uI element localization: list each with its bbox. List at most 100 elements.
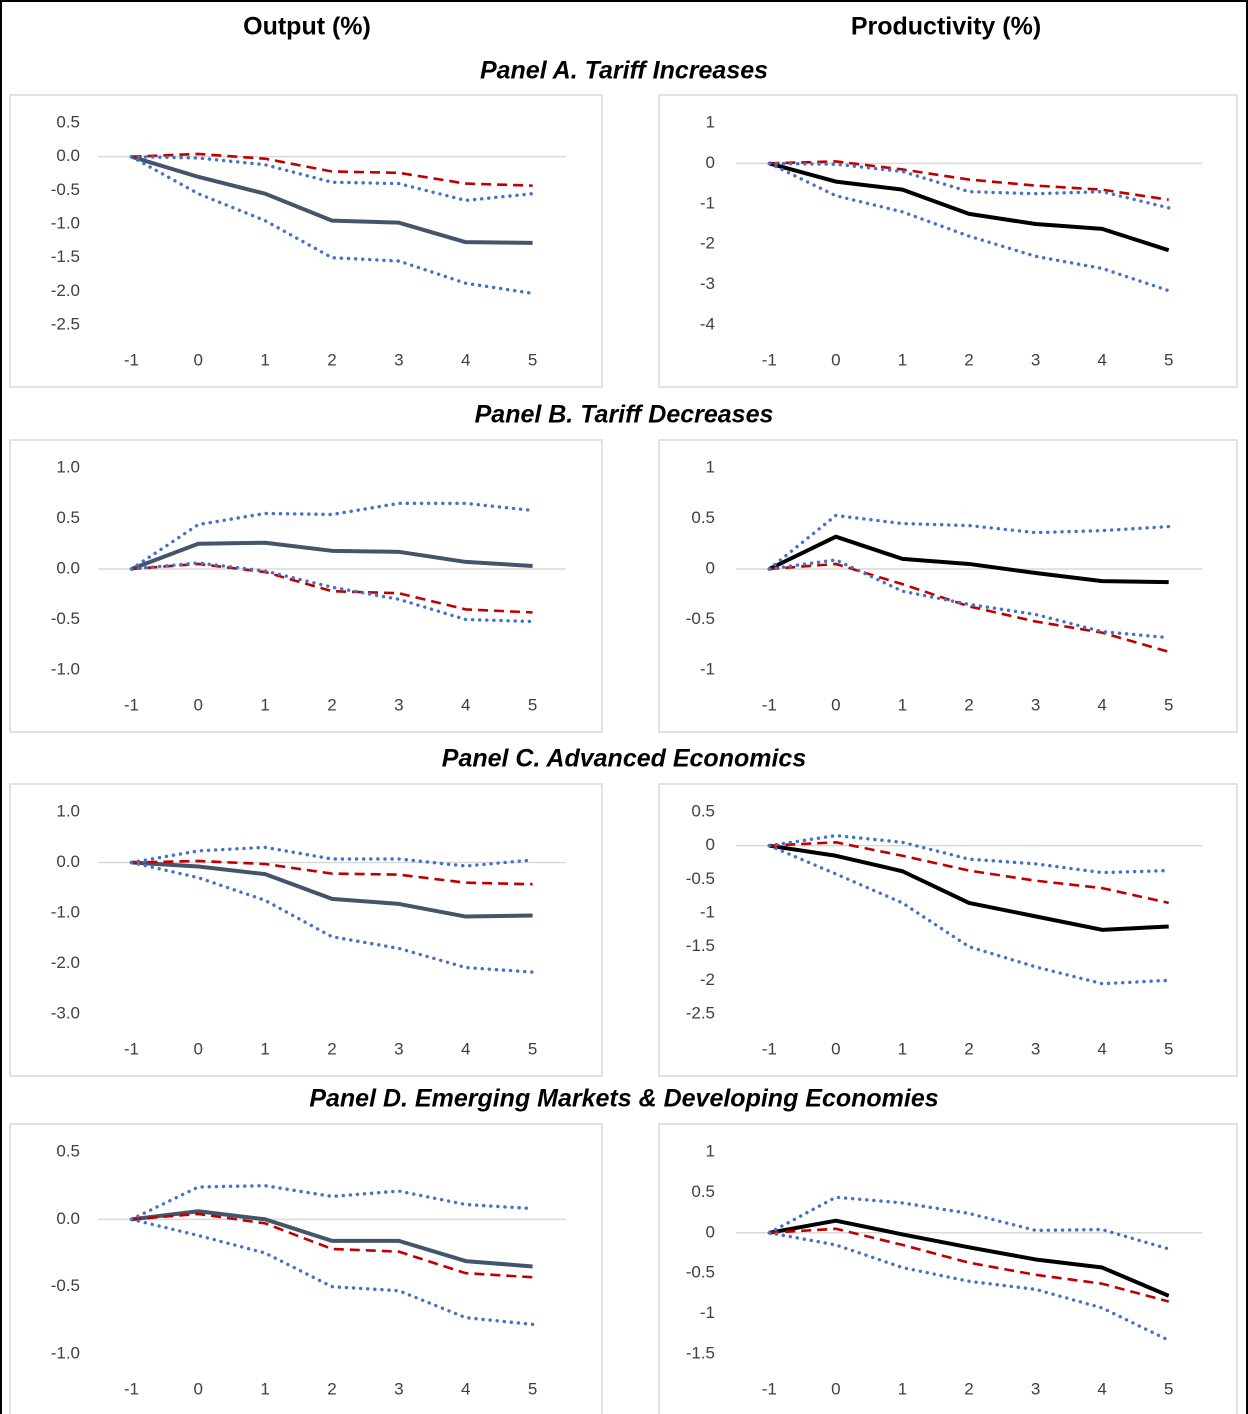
x-tick-label: -1	[762, 695, 777, 714]
x-tick-label: 0	[831, 1039, 840, 1058]
y-tick-label: -3	[700, 274, 715, 293]
series-line	[131, 860, 533, 919]
y-tick-label: 0	[706, 153, 715, 172]
series-line	[130, 154, 533, 245]
x-tick-label: 2	[327, 695, 336, 714]
series-line	[131, 562, 533, 614]
y-tick-label: 0.0	[56, 146, 80, 165]
series-line	[767, 843, 1171, 986]
y-tick-label: -3.0	[51, 1003, 80, 1022]
y-tick-label: -2	[700, 970, 715, 989]
y-tick-label: 0.5	[691, 1182, 715, 1201]
x-tick-label: 2	[964, 350, 973, 369]
x-tick-label: -1	[124, 695, 139, 714]
x-tick-label: 1	[898, 695, 907, 714]
x-tick-label: -1	[762, 350, 777, 369]
series-line	[769, 840, 1169, 905]
y-tick-label: 0	[706, 558, 715, 577]
y-tick-label: -0.5	[686, 1263, 715, 1282]
y-tick-label: 1.0	[56, 801, 80, 820]
y-tick-label: -0.5	[51, 180, 80, 199]
x-tick-label: 1	[260, 1379, 269, 1398]
panel-title: Panel C. Advanced Economics	[442, 745, 807, 773]
x-tick-label: 1	[898, 350, 907, 369]
series-line	[131, 1212, 533, 1279]
x-tick-label: 4	[1097, 1379, 1106, 1398]
x-tick-label: 1	[898, 1379, 907, 1398]
y-tick-label: -1	[700, 659, 715, 678]
series-line	[768, 1218, 1170, 1298]
y-tick-label: -1	[700, 1303, 715, 1322]
y-tick-label: -4	[700, 314, 715, 333]
chart-frame	[9, 783, 603, 1077]
x-tick-label: 0	[831, 695, 840, 714]
y-tick-label: 1	[706, 1141, 715, 1160]
series-line	[131, 1209, 533, 1269]
panel-title: Panel B. Tariff Decreases	[475, 401, 774, 429]
y-tick-label: 0.0	[56, 1209, 80, 1228]
y-tick-label: -1.5	[51, 247, 80, 266]
series-line	[131, 152, 533, 187]
x-tick-label: -1	[124, 1039, 139, 1058]
series-line	[769, 562, 1170, 654]
x-tick-label: 4	[1097, 695, 1106, 714]
series-line	[129, 501, 535, 571]
series-line	[129, 561, 535, 624]
y-tick-label: -1.0	[51, 902, 80, 921]
y-tick-label: -1	[700, 902, 715, 921]
y-tick-label: 0.5	[691, 801, 715, 820]
panel-title: Panel A. Tariff Increases	[480, 57, 768, 85]
series-line	[767, 161, 1171, 293]
chart-frame	[658, 783, 1238, 1077]
series-line	[130, 540, 533, 571]
series-line	[129, 154, 535, 296]
x-tick-label: 0	[194, 350, 203, 369]
series-line	[767, 513, 1171, 571]
x-tick-label: 2	[327, 1379, 336, 1398]
x-tick-label: 4	[461, 350, 470, 369]
y-tick-label: 0.0	[56, 852, 80, 871]
y-tick-label: 0.5	[56, 508, 80, 527]
y-tick-label: -2.0	[51, 281, 80, 300]
y-tick-label: -2.5	[51, 314, 80, 333]
series-line	[129, 1217, 535, 1327]
y-tick-label: -1.0	[51, 659, 80, 678]
x-tick-label: 5	[1164, 1039, 1173, 1058]
x-tick-label: 2	[964, 1379, 973, 1398]
x-tick-label: 3	[1031, 695, 1040, 714]
x-tick-label: 0	[194, 695, 203, 714]
x-tick-label: 5	[528, 1039, 537, 1058]
y-tick-label: 0.5	[56, 112, 80, 131]
x-tick-label: 5	[1164, 695, 1173, 714]
y-tick-label: -1.5	[686, 936, 715, 955]
x-tick-label: 0	[831, 350, 840, 369]
x-tick-label: 2	[964, 1039, 973, 1058]
chart-frame	[658, 94, 1238, 388]
y-tick-label: -1	[700, 193, 715, 212]
x-tick-label: 3	[1031, 350, 1040, 369]
x-tick-label: 5	[1164, 350, 1173, 369]
column-title: Productivity (%)	[851, 13, 1041, 41]
x-tick-label: 0	[831, 1379, 840, 1398]
y-tick-label: 0	[706, 1222, 715, 1241]
x-tick-label: 2	[964, 695, 973, 714]
y-tick-label: -0.5	[686, 869, 715, 888]
x-tick-label: 1	[260, 1039, 269, 1058]
x-tick-label: -1	[124, 350, 139, 369]
x-tick-label: 2	[327, 1039, 336, 1058]
chart-frame	[9, 439, 603, 733]
y-tick-label: -0.5	[51, 609, 80, 628]
series-line	[768, 534, 1169, 585]
x-tick-label: 3	[394, 1379, 403, 1398]
y-tick-label: -0.5	[686, 609, 715, 628]
y-tick-label: 0.5	[56, 1141, 80, 1160]
y-tick-label: -2.0	[51, 953, 80, 972]
chart-frame	[9, 1123, 603, 1414]
x-tick-label: 3	[394, 350, 403, 369]
x-tick-label: 1	[898, 1039, 907, 1058]
x-tick-label: 3	[1031, 1379, 1040, 1398]
x-tick-label: 5	[528, 695, 537, 714]
x-tick-label: 3	[394, 695, 403, 714]
x-tick-label: -1	[124, 1379, 139, 1398]
y-tick-label: 0.5	[691, 508, 715, 527]
